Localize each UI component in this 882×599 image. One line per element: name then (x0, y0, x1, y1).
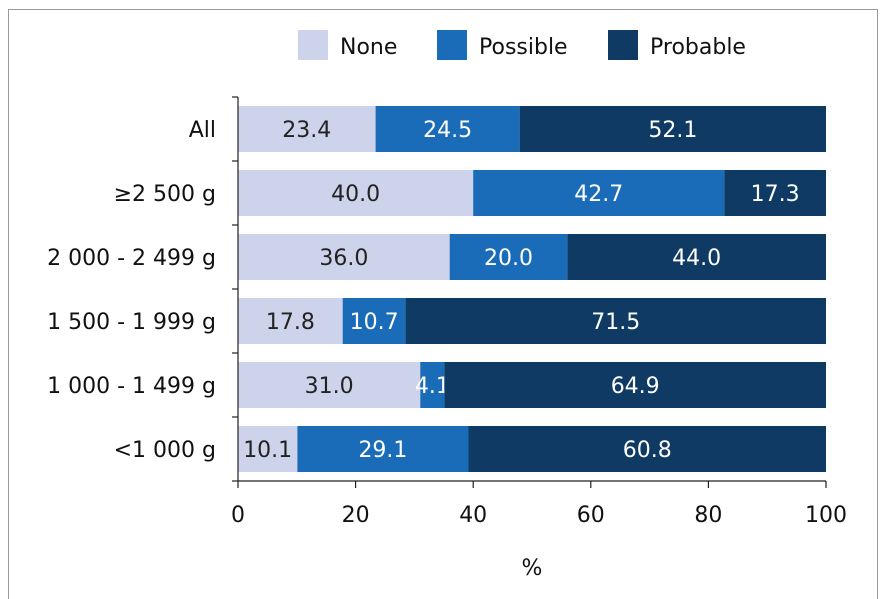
category-label: 1 500 - 1 999 g (47, 310, 216, 335)
legend: None Possible Probable (298, 30, 746, 60)
data-label: 23.4 (282, 118, 331, 143)
data-label: 20.0 (484, 246, 533, 271)
x-tick-label: 40 (459, 503, 487, 528)
category-labels: All ≥2 500 g 2 000 - 2 499 g 1 500 - 1 999 … (47, 118, 216, 463)
category-label: <1 000 g (114, 438, 216, 463)
bar-segment (238, 362, 421, 408)
x-tick-label: 100 (805, 503, 847, 528)
bar-segment (724, 170, 826, 216)
category-label: 1 000 - 1 499 g (47, 374, 216, 399)
bar-segment (444, 362, 826, 408)
bar-segment (238, 106, 376, 152)
bar-segment (238, 234, 450, 280)
data-label: 60.8 (623, 438, 672, 463)
category-label: ≥2 500 g (114, 182, 216, 207)
bar-segment (238, 170, 474, 216)
data-label: 64.9 (611, 374, 660, 399)
legend-swatch-probable (608, 30, 638, 60)
x-axis-label: % (522, 556, 543, 581)
bar-segment (297, 426, 469, 472)
x-tick-label: 20 (342, 503, 370, 528)
legend-swatch-none (298, 30, 328, 60)
bar-segment (238, 426, 298, 472)
data-label: 10.1 (243, 438, 292, 463)
data-label: 44.0 (672, 246, 721, 271)
axes: 0 20 40 60 80 100 (231, 96, 847, 528)
x-tick-label: 0 (231, 503, 245, 528)
chart-frame (8, 9, 878, 599)
legend-label-none: None (340, 35, 397, 60)
bar-segment (420, 362, 445, 408)
data-label: 42.7 (574, 182, 623, 207)
bar-segment (342, 298, 406, 344)
bar-segment (567, 234, 826, 280)
data-label: 24.5 (423, 118, 472, 143)
bar-segment (449, 234, 568, 280)
x-tick-label: 80 (694, 503, 722, 528)
data-label: 10.7 (350, 310, 399, 335)
bar-segment (519, 106, 826, 152)
data-label: 31.0 (305, 374, 354, 399)
data-label: 36.0 (319, 246, 368, 271)
bar-segment (405, 298, 826, 344)
category-label: 2 000 - 2 499 g (47, 246, 216, 271)
data-label: 4.1 (415, 374, 450, 399)
data-label: 71.5 (591, 310, 640, 335)
bar-segment (468, 426, 826, 472)
data-label: 29.1 (358, 438, 407, 463)
x-tick-label: 60 (577, 503, 605, 528)
legend-swatch-possible (437, 30, 467, 60)
data-label: 40.0 (331, 182, 380, 207)
data-label: 17.8 (266, 310, 315, 335)
data-label: 17.3 (751, 182, 800, 207)
data-label: 52.1 (648, 118, 697, 143)
bar-segment (375, 106, 520, 152)
bar-segment (473, 170, 725, 216)
category-label: All (189, 118, 216, 143)
legend-label-probable: Probable (650, 35, 746, 60)
bar-segment (238, 298, 343, 344)
legend-label-possible: Possible (479, 35, 568, 60)
bars: 23.4 24.5 52.1 40.0 42.7 17.3 36.0 20.0 44.0 17.8… (238, 106, 826, 472)
